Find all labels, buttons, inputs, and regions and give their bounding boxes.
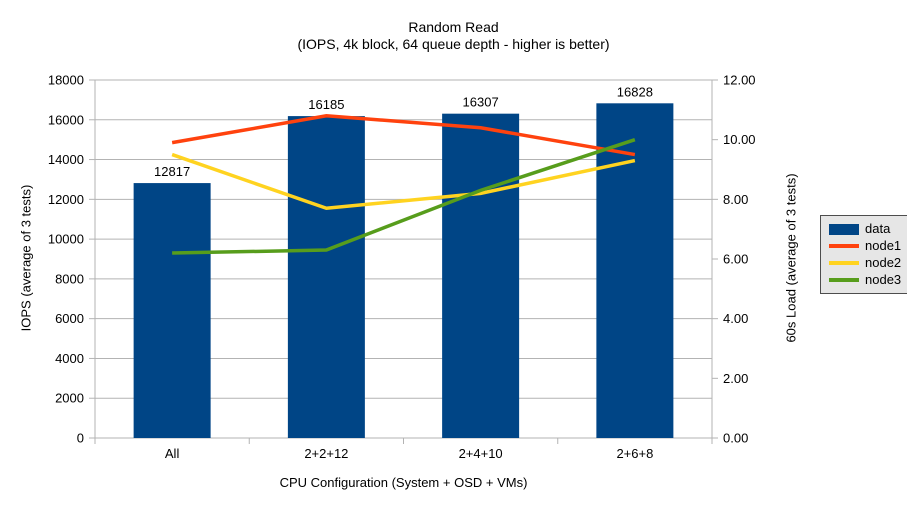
- legend-label-data: data: [865, 221, 891, 236]
- bar-value-label: 16307: [463, 95, 499, 110]
- bar-2+6+8: [596, 103, 674, 438]
- x-tick-label: All: [165, 446, 180, 461]
- left-axis-tick-label: 2000: [55, 391, 84, 406]
- left-axis-tick-label: 8000: [55, 271, 84, 286]
- bar-value-label: 16185: [308, 97, 344, 112]
- x-axis-title: CPU Configuration (System + OSD + VMs): [279, 475, 528, 490]
- legend-swatch-node1: [829, 244, 859, 248]
- legend: data node1 node2 node3: [820, 215, 907, 294]
- right-axis-tick-label: 6.00: [723, 252, 748, 267]
- left-axis-tick-label: 0: [77, 431, 84, 446]
- legend-label-node1: node1: [865, 238, 902, 253]
- y-axis-title-left: IOPS (average of 3 tests): [18, 184, 34, 332]
- bar-2+2+12: [287, 116, 365, 439]
- legend-swatch-data: [829, 223, 859, 235]
- left-axis-tick-label: 16000: [48, 112, 84, 127]
- chart-title-block: Random Read (IOPS, 4k block, 64 queue de…: [0, 19, 907, 53]
- right-axis-tick-label: 4.00: [723, 311, 748, 326]
- right-axis-tick-label: 10.00: [723, 132, 756, 147]
- right-axis-tick-label: 2.00: [723, 371, 748, 386]
- x-tick-label: 2+2+12: [304, 446, 348, 461]
- chart-title: Random Read: [408, 19, 499, 35]
- bar-value-label: 16828: [617, 84, 653, 99]
- chart-subtitle: (IOPS, 4k block, 64 queue depth - higher…: [297, 36, 610, 52]
- line-node2: [171, 152, 636, 211]
- bar-value-label: 12817: [154, 164, 190, 179]
- x-tick-label: 2+4+10: [459, 446, 503, 461]
- legend-item-node2: node2: [829, 256, 901, 270]
- bar-2+4+10: [442, 113, 520, 439]
- x-tick-label: 2+6+8: [616, 446, 653, 461]
- legend-label-node3: node3: [865, 272, 902, 287]
- left-axis-tick-label: 4000: [55, 351, 84, 366]
- legend-swatch-node2: [829, 261, 859, 265]
- y-axis-title-right: 60s Load (average of 3 tests): [783, 173, 799, 343]
- right-axis-tick-label: 8.00: [723, 192, 748, 207]
- bar-All: [133, 183, 211, 438]
- line-node3: [172, 138, 636, 255]
- right-axis-tick-label: 12.00: [723, 73, 756, 88]
- left-axis-tick-label: 18000: [48, 73, 84, 88]
- legend-label-node2: node2: [865, 255, 902, 270]
- legend-swatch-node3: [829, 278, 859, 282]
- line-node1: [171, 114, 636, 157]
- left-axis-tick-label: 10000: [48, 232, 84, 247]
- left-axis-tick-label: 12000: [48, 192, 84, 207]
- legend-item-node3: node3: [829, 273, 901, 287]
- left-axis-tick-label: 14000: [48, 152, 84, 167]
- legend-item-data: data: [829, 222, 901, 236]
- legend-item-node1: node1: [829, 239, 901, 253]
- right-axis-tick-label: 0.00: [723, 431, 748, 446]
- left-axis-tick-label: 6000: [55, 311, 84, 326]
